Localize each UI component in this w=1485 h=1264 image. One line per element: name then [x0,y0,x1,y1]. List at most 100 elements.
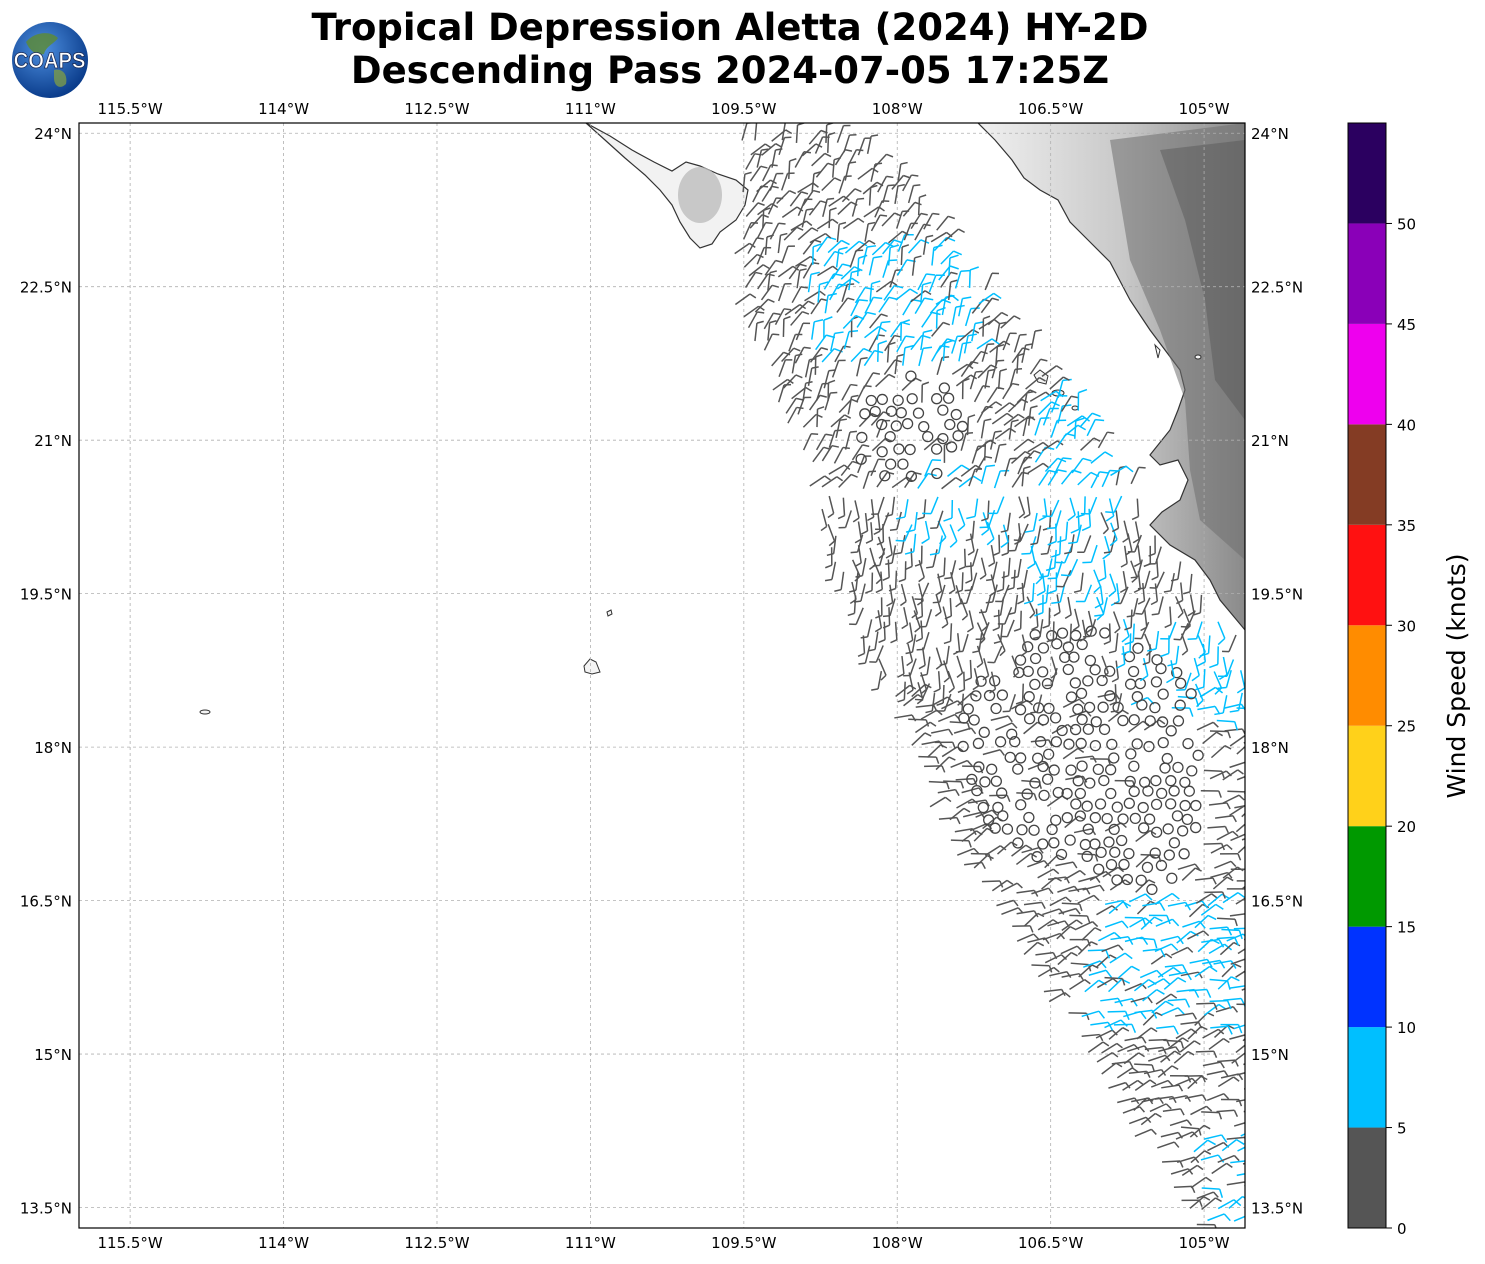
barb-flag [1163,590,1171,593]
calm-wind-marker [1068,651,1080,663]
barb-staff [795,322,804,341]
barb-flag [1226,1162,1233,1168]
wind-barb [1221,963,1242,978]
barb-flag [767,298,775,303]
barb-flag [944,796,952,803]
barb-staff [1122,618,1130,637]
barb-staff [1189,573,1193,592]
wind-barb [743,221,759,240]
barb-staff [918,559,925,578]
barb-staff [1207,825,1226,829]
colorbar-tick-label: 30 [1397,617,1416,635]
wind-barb [1136,937,1158,949]
wind-barb [840,460,860,477]
calm-wind-marker [1138,822,1150,834]
barb-staff [894,185,899,204]
calm-wind-marker [989,822,1001,834]
wind-barb [921,311,941,328]
wind-barb [1002,332,1017,351]
wind-barb [1024,512,1038,533]
barb-flag [820,525,828,532]
barb-staff [1130,609,1133,628]
barb-staff [857,137,866,156]
barb-flag [875,578,882,585]
barb-staff [747,237,758,254]
barb-flag [975,370,983,373]
wind-barb [1190,1105,1213,1116]
calm-wind-marker [1094,798,1107,810]
calm-wind-marker [859,408,871,420]
barb-flag [1256,878,1262,882]
barb-flag [872,564,880,567]
barb-flag [815,353,823,358]
wind-barb [975,622,990,640]
barb-staff [1021,344,1027,363]
barb-flag [872,372,881,375]
barb-staff [1023,392,1028,411]
barb-staff [802,383,807,402]
barb-flag [994,430,1002,433]
barb-staff [1048,510,1052,529]
barb-flag [1230,860,1237,868]
wind-barb [1047,469,1067,486]
calm-wind-marker [1132,642,1144,654]
barb-staff [834,345,845,363]
barb-staff [776,190,790,205]
barb-flag [1251,968,1257,972]
barb-staff [1193,657,1200,676]
barb-flag [1015,700,1023,705]
calm-wind-marker [1084,654,1097,667]
barb-flag [1073,885,1080,893]
barb-flag [1050,553,1061,558]
barb-staff [923,213,934,230]
calm-wind-marker [1156,787,1168,800]
barb-flag [1023,600,1033,605]
barb-flag [1079,903,1083,912]
barb-staff [1040,390,1057,402]
barb-flag [1187,1168,1194,1175]
barb-staff [877,536,886,555]
barb-staff [975,809,993,818]
barb-staff [794,255,811,267]
barb-staff [854,500,860,519]
barb-flag [1153,939,1158,949]
barb-staff [1029,358,1042,375]
wind-barb [877,340,888,362]
barb-flag [1040,358,1048,362]
barb-staff [1131,1097,1149,1103]
calm-wind-marker [1149,847,1161,859]
barb-staff [1031,964,1050,967]
barb-staff [1194,965,1211,978]
wind-barb [956,798,979,809]
barb-flag [824,152,832,158]
barb-flag [1029,612,1036,619]
barb-staff [827,239,842,254]
barb-staff [1175,645,1180,664]
barb-flag [914,201,922,206]
wind-barb [1105,498,1115,522]
calm-wind-marker [922,430,934,443]
barb-staff [874,200,883,218]
wind-barb [885,496,896,518]
barb-staff [1210,745,1226,759]
barb-staff [1117,965,1133,979]
barb-flag [943,640,951,645]
barb-staff [1142,948,1161,952]
wind-barb [995,321,1007,342]
barb-flag [1130,576,1138,579]
barb-flag [949,254,959,259]
wind-barb [816,218,839,230]
calm-wind-marker [1098,774,1110,787]
wind-barb [1060,395,1079,412]
barb-staff [1090,451,1106,464]
wind-barb [748,264,770,277]
wind-barb [856,311,876,328]
wind-barb [976,338,1000,350]
barb-flag [839,418,847,421]
barb-flag [894,334,902,338]
wind-barb [943,623,953,645]
barb-flag [1138,1052,1145,1058]
barb-staff [1008,421,1013,440]
barb-staff [1000,882,1018,893]
wind-barb [943,780,965,789]
